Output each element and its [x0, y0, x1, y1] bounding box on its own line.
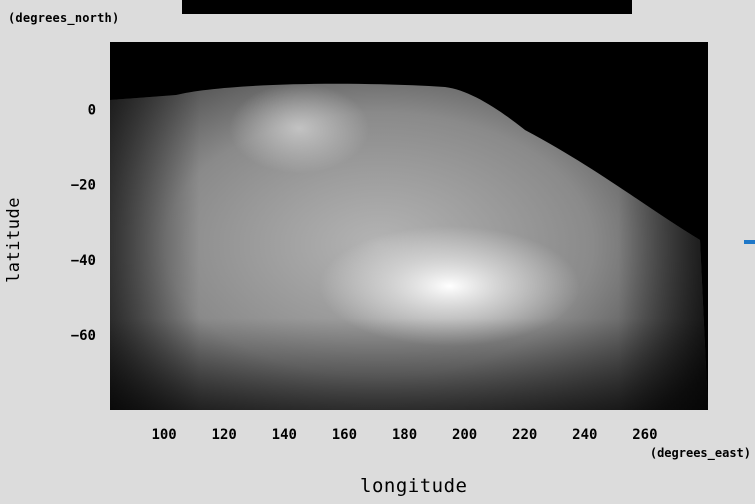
x-axis-ticks: 100 120 140 160 180 200 220 240 260 — [151, 427, 657, 443]
x-tick-label: 200 — [452, 427, 477, 443]
y-axis-ticks: 0 −20 −40 −60 — [71, 103, 96, 344]
x-axis-units: (degrees_east) — [649, 446, 751, 460]
x-tick-label: 180 — [392, 427, 417, 443]
x-axis-label: longitude — [360, 475, 468, 497]
x-tick-label: 120 — [212, 427, 237, 443]
x-tick-label: 220 — [512, 427, 537, 443]
side-marker — [744, 240, 755, 244]
x-tick-label: 100 — [151, 427, 176, 443]
header-bar — [182, 0, 632, 14]
y-axis-units: (degrees_north) — [8, 11, 120, 25]
x-tick-label: 160 — [332, 427, 357, 443]
x-tick-label: 140 — [272, 427, 297, 443]
x-tick-label: 260 — [632, 427, 657, 443]
y-tick-label: −60 — [71, 328, 96, 344]
x-tick-label: 240 — [572, 427, 597, 443]
y-tick-label: −40 — [71, 253, 96, 269]
y-axis-label: latitude — [4, 197, 24, 283]
y-tick-label: −20 — [71, 178, 96, 194]
heatmap-swath — [110, 83, 708, 410]
y-tick-label: 0 — [88, 103, 96, 119]
